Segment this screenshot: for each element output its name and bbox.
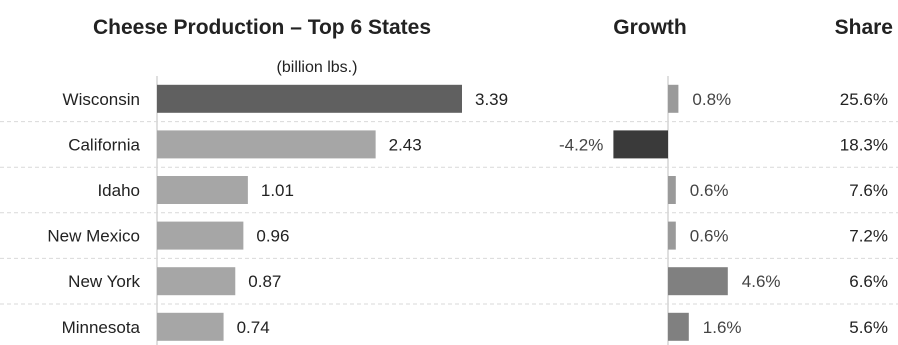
production-bar xyxy=(157,312,224,341)
share-value-label: 7.6% xyxy=(849,181,888,200)
production-value-label: 0.96 xyxy=(256,227,289,246)
chart-subtitle: (billion lbs.) xyxy=(277,59,358,76)
production-value-label: 2.43 xyxy=(389,135,422,154)
growth-value-label: 0.6% xyxy=(690,181,729,200)
production-value-label: 0.87 xyxy=(248,272,281,291)
growth-bar xyxy=(668,84,679,113)
growth-value-label: -4.2% xyxy=(559,135,603,154)
category-label: Wisconsin xyxy=(63,90,140,109)
growth-value-label: 0.6% xyxy=(690,227,729,246)
chart-rows: Wisconsin 3.39 0.8% 25.6% California 2.43 -4.2… xyxy=(0,76,898,345)
growth-bar xyxy=(668,312,689,341)
production-bar xyxy=(157,176,248,204)
production-value-label: 1.01 xyxy=(261,181,294,200)
production-value-label: 0.74 xyxy=(237,318,270,337)
category-label: New Mexico xyxy=(47,227,140,246)
chart-title: Cheese Production – Top 6 States xyxy=(93,16,431,39)
production-bar xyxy=(157,267,236,296)
growth-value-label: 1.6% xyxy=(703,318,742,337)
growth-value-label: 0.8% xyxy=(692,90,731,109)
category-label: Minnesota xyxy=(62,318,141,337)
category-label: California xyxy=(68,135,140,154)
share-title: Share xyxy=(835,16,893,39)
growth-title: Growth xyxy=(613,16,687,39)
production-value-label: 3.39 xyxy=(475,90,508,109)
share-value-label: 18.3% xyxy=(840,135,888,154)
production-bar xyxy=(157,221,244,250)
growth-bar xyxy=(668,267,728,296)
category-label: New York xyxy=(68,272,140,291)
share-value-label: 6.6% xyxy=(849,272,888,291)
share-value-label: 25.6% xyxy=(840,90,888,109)
growth-bar xyxy=(668,221,676,250)
share-value-label: 5.6% xyxy=(849,318,888,337)
growth-value-label: 4.6% xyxy=(742,272,781,291)
production-bar xyxy=(157,84,462,113)
growth-bar xyxy=(668,176,676,204)
share-value-label: 7.2% xyxy=(849,227,888,246)
growth-bar xyxy=(613,130,668,159)
category-label: Idaho xyxy=(97,181,140,200)
production-bar xyxy=(157,130,376,159)
